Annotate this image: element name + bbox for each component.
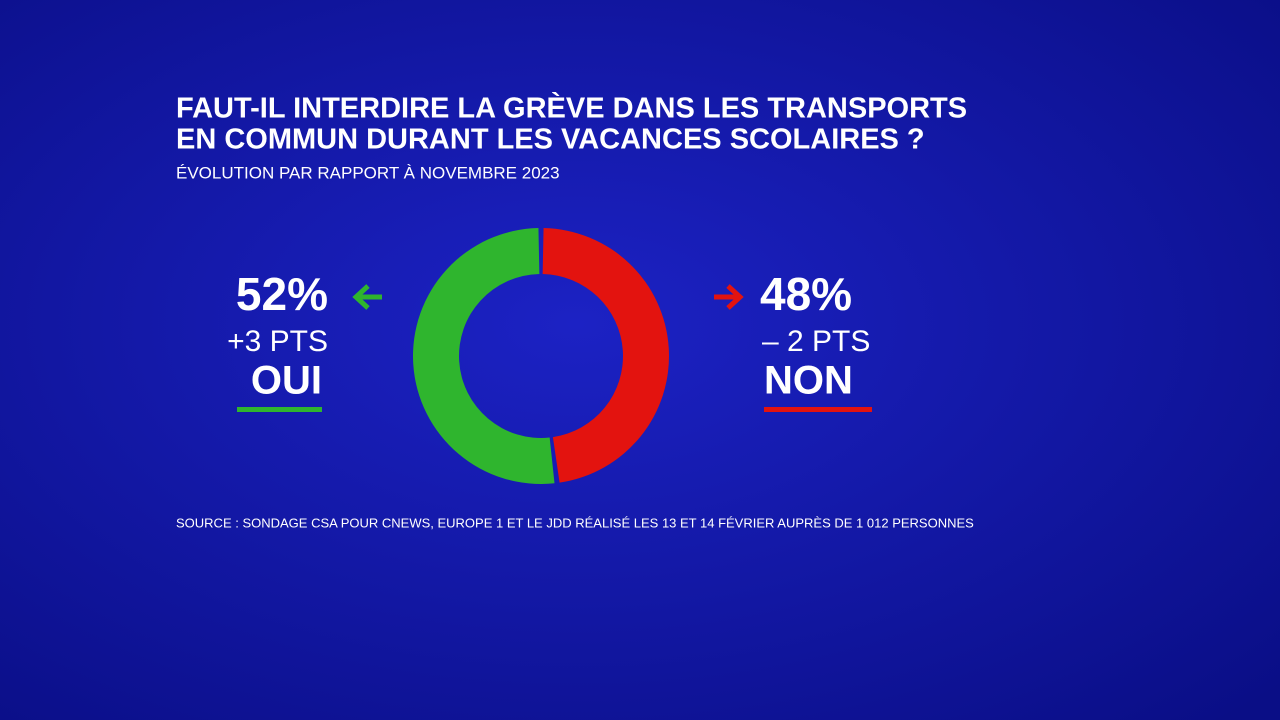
change-arrow xyxy=(714,284,744,310)
chart-title: EN COMMUN DURANT LES VACANCES SCOLAIRES … xyxy=(176,124,925,156)
value-label: 52% xyxy=(236,268,328,320)
change-arrow xyxy=(352,284,382,310)
category-underline xyxy=(237,407,322,412)
category-label: OUI xyxy=(251,359,322,403)
change-label: +3 PTS xyxy=(227,325,328,358)
chart-title: FAUT-IL INTERDIRE LA GRÈVE DANS LES TRAN… xyxy=(176,91,967,125)
source: SOURCE : SONDAGE CSA POUR CNEWS, EUROPE … xyxy=(176,515,974,530)
subtitle: ÉVOLUTION PAR RAPPORT À NOVEMBRE 2023 xyxy=(176,163,560,182)
value-label: 48% xyxy=(760,268,852,320)
donut-segment xyxy=(542,228,669,483)
change-label: – 2 PTS xyxy=(762,325,870,358)
category-underline xyxy=(764,407,872,412)
category-label: NON xyxy=(764,359,853,403)
donut-segment xyxy=(412,228,555,484)
